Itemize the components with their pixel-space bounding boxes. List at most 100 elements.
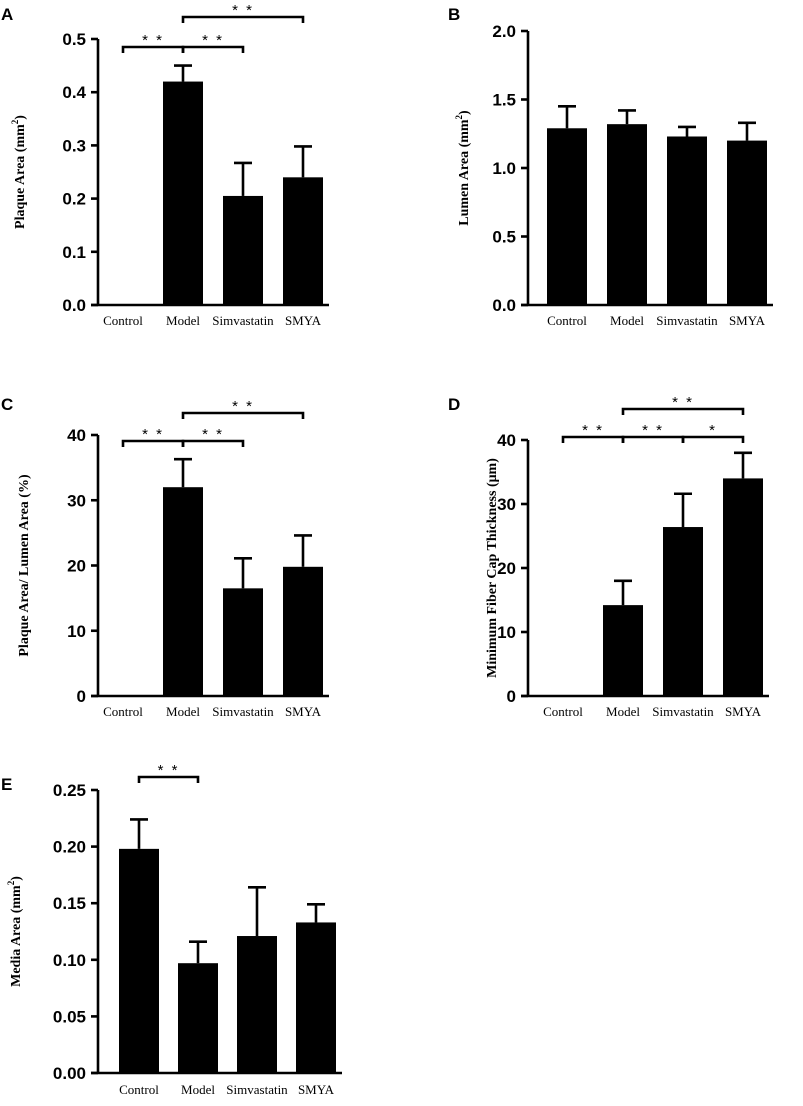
significance-label: * *: [202, 32, 224, 49]
y-tick-label: 1.0: [492, 159, 516, 178]
significance-label: * *: [232, 398, 254, 415]
y-axis-title: Media Area (mm2): [6, 876, 24, 987]
y-axis-title-end: ): [9, 876, 24, 881]
bar-model: [607, 124, 647, 305]
significance-label: * *: [202, 426, 224, 443]
significance-label: * *: [232, 2, 254, 19]
significance-label: * *: [158, 762, 180, 779]
significance-bracket: [621, 407, 745, 415]
chart-panel-a: A 0.0 0.1 0.2 0.3 0.4 0.5 Plaque Area (mm2) Cont…: [1, 2, 329, 328]
y-tick-label: 0.3: [62, 136, 86, 155]
chart-panel-d: D 0 10 20 30 40 Minimum Fiber Cap Thickness (μ…: [448, 394, 769, 719]
bar-smya: [727, 140, 767, 305]
y-tick-label: 0.5: [62, 30, 86, 49]
y-tick-label: 20: [67, 557, 86, 576]
chart-panel-c: C 0 10 20 30 40 Plaque Area/ Lumen Area (%) Con…: [1, 395, 329, 719]
bar-control: [119, 848, 159, 1073]
bar-smya: [296, 922, 336, 1073]
y-axis-title-main: Media Area (mm: [9, 885, 24, 987]
bar-simvastatin: [223, 195, 263, 305]
y-axis-title-main: Plaque Area/ Lumen Area (%): [17, 474, 32, 657]
x-tick-label: Simvastatin: [212, 704, 274, 719]
significance-label: * *: [642, 422, 664, 439]
y-axis-title-main: Lumen Area (mm: [457, 119, 472, 226]
y-tick-label: 0: [507, 687, 516, 706]
panel-letter: B: [448, 5, 460, 24]
bar-simvastatin: [663, 527, 703, 696]
chart-panel-b: B 0.0 0.5 1.0 1.5 2.0 Lumen Area (mm2) Control M…: [448, 5, 773, 328]
y-tick-label: 0.25: [53, 781, 86, 800]
bar-simvastatin: [237, 936, 277, 1073]
y-tick-label: 10: [67, 622, 86, 641]
y-tick-label: 30: [497, 495, 516, 514]
y-tick-label: 10: [497, 623, 516, 642]
y-tick-label: 0.20: [53, 838, 86, 857]
y-tick-label: 0.0: [62, 296, 86, 315]
panel-letter: A: [1, 5, 13, 24]
y-tick-label: 30: [67, 491, 86, 510]
x-tick-label: Control: [547, 313, 587, 328]
x-tick-label: SMYA: [725, 704, 762, 719]
y-tick-label: 0.05: [53, 1007, 86, 1026]
bar-model: [178, 963, 218, 1073]
y-tick-label: 20: [497, 559, 516, 578]
x-tick-label: Model: [610, 313, 644, 328]
y-axis-title-main: Plaque Area (mm: [13, 124, 28, 229]
bar-simvastatin: [223, 588, 263, 696]
y-axis-title: Minimum Fiber Cap Thickness (μm): [485, 458, 500, 678]
significance-bracket: [181, 45, 245, 53]
x-tick-label: SMYA: [285, 313, 322, 328]
x-tick-label: Control: [119, 1082, 159, 1097]
y-tick-label: 0.0: [492, 296, 516, 315]
y-tick-label: 0.2: [62, 190, 86, 209]
chart-panel-e: E 0.00 0.05 0.10 0.15 0.20 0.25 Media Area (mm2…: [1, 762, 342, 1097]
y-axis-title: Plaque Area/ Lumen Area (%): [17, 474, 32, 657]
significance-label: * *: [142, 426, 164, 443]
x-tick-label: Simvastatin: [652, 704, 714, 719]
y-tick-label: 0.10: [53, 951, 86, 970]
y-tick-label: 40: [497, 431, 516, 450]
significance-label: * *: [582, 422, 604, 439]
y-tick-label: 0.15: [53, 894, 86, 913]
y-axis-title-sup: 2: [6, 880, 16, 885]
y-tick-label: 40: [67, 426, 86, 445]
significance-bracket: [137, 775, 200, 783]
significance-label: * *: [672, 394, 694, 411]
significance-label: *: [709, 422, 717, 439]
panel-letter: E: [1, 775, 12, 794]
x-tick-label: SMYA: [298, 1082, 335, 1097]
y-tick-label: 0.1: [62, 243, 86, 262]
panel-letter: D: [448, 395, 460, 414]
x-tick-label: Control: [543, 704, 583, 719]
y-axis-title: Lumen Area (mm2): [454, 110, 472, 226]
y-tick-label: 2.0: [492, 22, 516, 41]
y-axis-title-end: ): [13, 115, 28, 120]
significance-bracket: [181, 15, 305, 23]
bar-simvastatin: [667, 136, 707, 305]
significance-label: * *: [142, 32, 164, 49]
bar-model: [603, 605, 643, 696]
x-tick-label: SMYA: [285, 704, 322, 719]
x-tick-label: Model: [181, 1082, 215, 1097]
y-tick-label: 0.4: [62, 83, 86, 102]
y-axis-title-main: Minimum Fiber Cap Thickness (μm): [485, 458, 500, 678]
panel-letter: C: [1, 395, 13, 414]
y-tick-label: 0.5: [492, 228, 516, 247]
x-tick-label: Model: [166, 313, 200, 328]
x-tick-label: SMYA: [729, 313, 766, 328]
x-tick-label: Model: [606, 704, 640, 719]
y-axis-title-sup: 2: [10, 119, 20, 124]
y-tick-label: 1.5: [492, 91, 516, 110]
significance-bracket: [681, 435, 745, 443]
x-tick-label: Simvastatin: [226, 1082, 288, 1097]
y-axis-title-end: ): [457, 110, 472, 115]
bar-control: [547, 128, 587, 305]
significance-bracket: [181, 411, 305, 419]
y-tick-label: 0: [77, 687, 86, 706]
x-tick-label: Control: [103, 704, 143, 719]
x-tick-label: Simvastatin: [656, 313, 718, 328]
bar-smya: [283, 566, 323, 696]
x-tick-label: Control: [103, 313, 143, 328]
bar-model: [163, 81, 203, 305]
